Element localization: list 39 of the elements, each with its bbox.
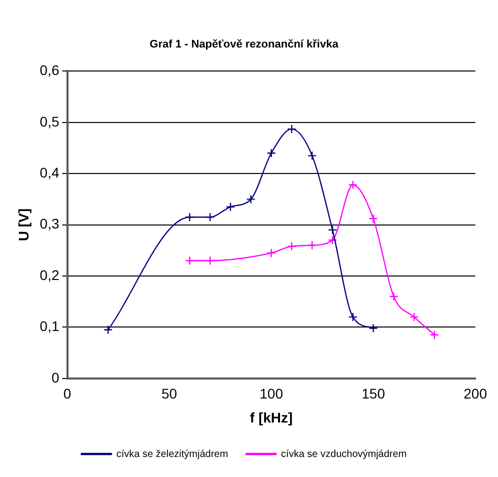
y-tick-label: 0,6	[40, 62, 60, 78]
y-tick-label: 0,1	[40, 318, 60, 334]
point	[348, 180, 358, 190]
point	[287, 124, 296, 134]
legend-label: cívka se železitýmjádrem	[116, 448, 228, 460]
x-tick-label: 200	[464, 386, 488, 402]
point	[266, 148, 276, 158]
point	[205, 256, 215, 266]
y-tick-label: 0	[51, 369, 60, 386]
x-tick-label: 0	[63, 386, 72, 402]
point	[368, 214, 378, 224]
point	[430, 330, 440, 340]
x-axis-title: f [kHz]	[250, 409, 293, 426]
point	[103, 325, 113, 334]
point	[328, 236, 338, 245]
point	[205, 212, 215, 222]
point	[410, 312, 419, 322]
y-tick-label: 0,4	[40, 164, 60, 180]
x-tick-label: 50	[161, 386, 178, 402]
y-tick-label: 0,2	[40, 266, 60, 283]
point	[185, 256, 194, 266]
y-axis-title: U [V]	[15, 208, 32, 242]
legend-label: cívka se vzduchovýmjádrem	[281, 448, 407, 460]
point	[389, 292, 398, 302]
point	[246, 194, 256, 204]
point	[185, 212, 194, 222]
point	[328, 225, 338, 235]
point	[348, 312, 358, 322]
point	[266, 248, 276, 258]
x-tick-label: 150	[362, 386, 386, 402]
chart-title: Graf 1 - Napěťově rezonanční křivka	[150, 38, 340, 51]
point	[307, 240, 317, 250]
x-tick-label: 100	[260, 386, 284, 402]
point	[226, 202, 236, 212]
y-tick-label: 0,5	[40, 113, 60, 130]
point	[287, 242, 296, 251]
point	[307, 151, 317, 160]
y-tick-label: 0,3	[40, 216, 60, 232]
point	[368, 324, 378, 333]
